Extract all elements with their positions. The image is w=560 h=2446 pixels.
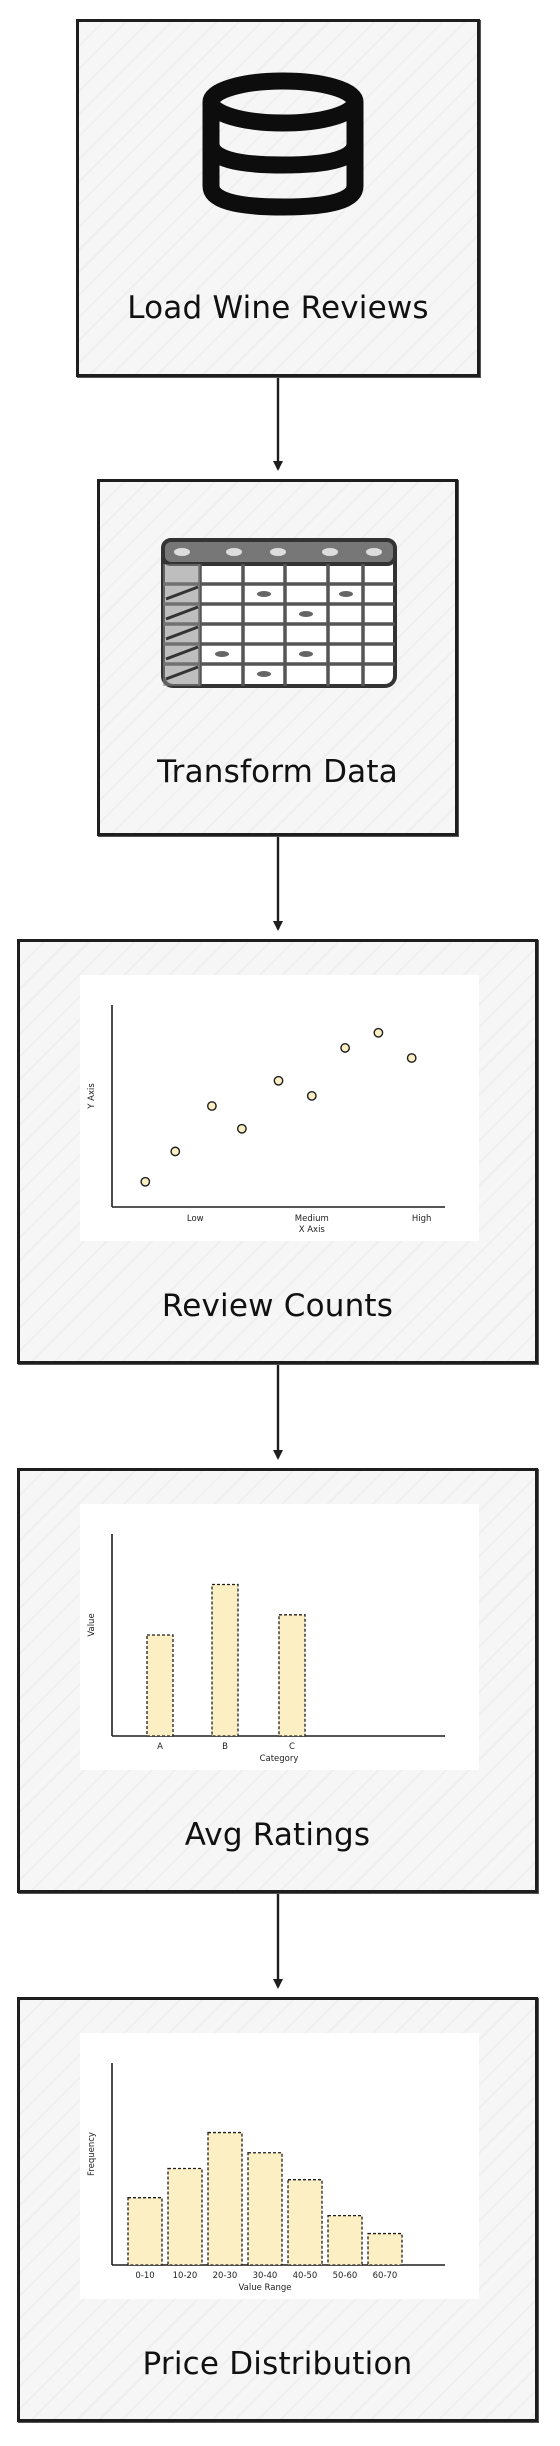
bar-chart-panel: A B C Category Value — [80, 1504, 479, 1770]
data-point — [306, 1091, 317, 1101]
x-tick-label: High — [412, 1214, 432, 1224]
step-review-counts[interactable]: Low Medium High X Axis Y Axis Review Counts — [17, 939, 538, 1364]
bar-chart: A B C Category Value — [87, 1534, 445, 1764]
x-tick-label: C — [289, 1742, 295, 1752]
histogram-bar — [167, 2167, 203, 2266]
histogram-bar — [287, 2179, 323, 2266]
step-transform-data[interactable]: Transform Data — [97, 479, 458, 836]
histogram-bar — [127, 2197, 163, 2266]
x-tick-label: 10-20 — [173, 2271, 198, 2281]
step-price-distribution[interactable]: 0-10 10-20 20-30 30-40 40-50 50-60 60-70 Value … — [17, 1997, 538, 2422]
bar — [278, 1614, 306, 1737]
y-axis-label: Y Axis — [87, 1083, 97, 1110]
histogram-bar — [327, 2214, 363, 2266]
table-icon — [161, 538, 397, 688]
scatter-chart: Low Medium High X Axis Y Axis — [87, 1005, 445, 1235]
data-point — [236, 1123, 247, 1134]
step-load-wine-reviews[interactable]: Load Wine Reviews — [76, 19, 480, 377]
x-axis-label: Value Range — [239, 2283, 292, 2293]
database-icon — [202, 72, 364, 216]
x-tick-label: 60-70 — [373, 2271, 398, 2281]
step-label: Transform Data — [157, 754, 398, 790]
data-point — [206, 1101, 217, 1111]
histogram-bar — [207, 2131, 243, 2266]
histogram-bar — [367, 2232, 403, 2266]
bar — [146, 1634, 174, 1737]
x-tick-label: 30-40 — [253, 2271, 278, 2281]
histogram-bar — [247, 2152, 283, 2266]
histogram-chart-panel: 0-10 10-20 20-30 30-40 40-50 50-60 60-70 Value … — [80, 2033, 479, 2299]
step-label: Avg Ratings — [184, 1817, 371, 1853]
x-tick-label: B — [222, 1742, 228, 1752]
step-label: Load Wine Reviews — [127, 290, 429, 326]
step-label: Review Counts — [161, 1288, 394, 1324]
x-tick-label: Medium — [295, 1214, 329, 1224]
x-axis-label: Category — [260, 1754, 299, 1764]
data-point — [340, 1043, 350, 1053]
x-tick-label: Low — [187, 1214, 204, 1224]
scatter-chart-panel: Low Medium High X Axis Y Axis — [80, 975, 479, 1241]
x-tick-label: 50-60 — [333, 2271, 358, 2281]
step-label: Price Distribution — [142, 2346, 413, 2382]
data-point — [140, 1176, 151, 1187]
data-point — [273, 1075, 284, 1086]
x-tick-label: 20-30 — [213, 2271, 238, 2281]
x-tick-label: A — [157, 1742, 163, 1752]
x-tick-label: 0-10 — [135, 2271, 154, 2281]
y-axis-label: Value — [87, 1613, 97, 1636]
y-axis-label: Frequency — [87, 2132, 97, 2176]
data-point — [373, 1027, 384, 1038]
x-axis-label: X Axis — [299, 1225, 326, 1235]
data-point — [406, 1053, 417, 1063]
bar — [211, 1583, 239, 1737]
step-avg-ratings[interactable]: A B C Category Value Avg Ratings — [17, 1468, 538, 1893]
data-point — [170, 1146, 181, 1157]
histogram-chart: 0-10 10-20 20-30 30-40 40-50 50-60 60-70 Value … — [87, 2063, 445, 2293]
x-tick-label: 40-50 — [293, 2271, 318, 2281]
